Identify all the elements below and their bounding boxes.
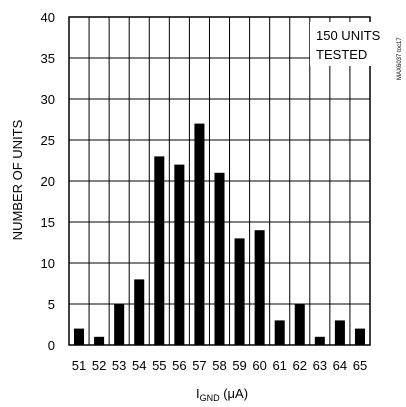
annotation-backdrop [310,22,378,66]
x-axis-label-sub: GND [200,393,221,403]
x-tick-label: 54 [132,358,146,373]
plot-border [68,16,371,346]
y-tick-labels: 0 5 10 15 20 25 30 35 40 [41,10,55,353]
bar-57 [194,123,205,345]
x-axis-label-unit: (μA) [220,386,248,401]
bar-62 [294,304,305,345]
plot-frame [68,16,371,346]
annotation-line-1: 150 UNITS [316,28,381,43]
x-tick-label: 62 [293,358,307,373]
x-tick-label: 52 [92,358,106,373]
y-tick-label: 5 [48,297,55,312]
bar-59 [234,238,245,345]
x-tick-label: 63 [313,358,327,373]
bar-53 [114,304,125,345]
x-tick-label: 51 [72,358,86,373]
bar-64 [334,320,345,345]
bar-54 [134,279,145,345]
y-tick-label: 25 [41,133,55,148]
x-tick-label: 59 [232,358,246,373]
x-tick-label: 60 [252,358,266,373]
y-tick-label: 0 [48,338,55,353]
bar-65 [354,328,365,345]
bar-58 [214,172,225,345]
x-tick-label: 58 [212,358,226,373]
bar-56 [174,164,185,345]
bar-63 [314,336,325,345]
bar-55 [154,156,165,345]
y-axis-label: NUMBER OF UNITS [10,119,25,240]
annotation-line-2: TESTED [316,47,367,62]
bar-51 [74,328,85,345]
y-tick-label: 35 [41,51,55,66]
y-tick-label: 15 [41,215,55,230]
bar-52 [94,336,105,345]
x-tick-label: 64 [333,358,347,373]
y-tick-label: 10 [41,256,55,271]
x-tick-labels: 51 52 53 54 55 56 57 58 59 60 61 62 63 64 65 [72,358,367,373]
x-tick-label: 65 [353,358,367,373]
watermark-label: MAX6037 toc17 [397,37,403,80]
x-tick-label: 53 [112,358,126,373]
x-tick-label: 55 [152,358,166,373]
bar-61 [274,320,285,345]
x-tick-label: 61 [272,358,286,373]
x-axis-label: IGND (μA) [196,386,248,403]
bars [74,123,365,345]
y-tick-label: 20 [41,174,55,189]
x-tick-label: 57 [192,358,206,373]
x-tick-label: 56 [172,358,186,373]
y-tick-label: 40 [41,10,55,25]
y-tick-label: 30 [41,92,55,107]
bar-60 [254,230,265,345]
x-axis-label-main: I [196,386,200,401]
